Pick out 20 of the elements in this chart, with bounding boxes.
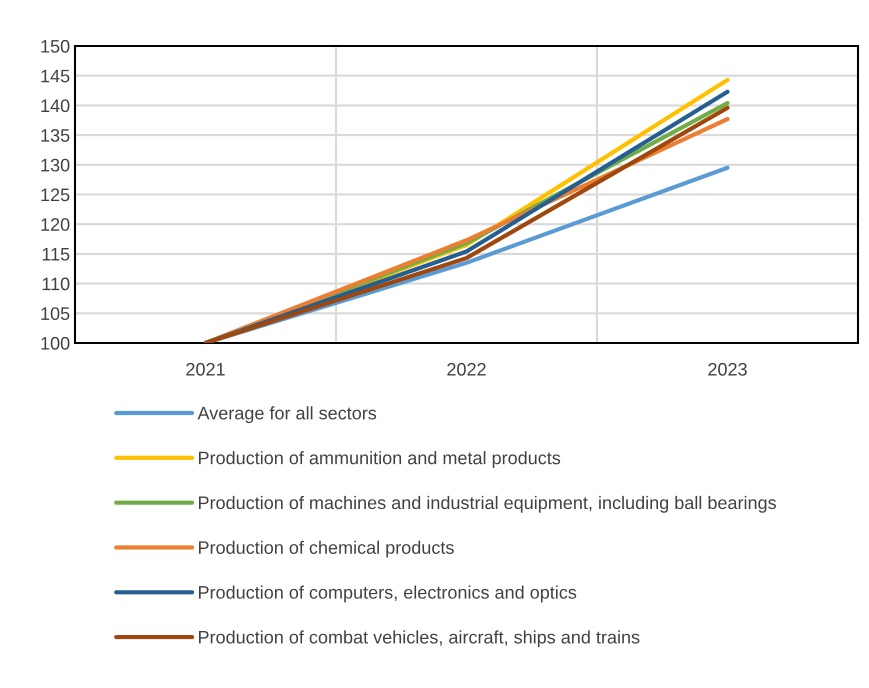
y-tick-label: 145	[41, 70, 70, 82]
y-tick-label: 100	[41, 336, 70, 350]
y-tick-label: 120	[41, 218, 70, 231]
x-tick-label: 2021	[186, 362, 225, 376]
y-tick-label: 135	[41, 129, 70, 142]
y-tick-label: 125	[41, 188, 70, 202]
x-tick-label: 2023	[708, 362, 747, 376]
y-tick-label: 115	[42, 248, 70, 261]
legend-label: Average for all sectors	[198, 406, 376, 424]
y-tick-label: 140	[41, 99, 70, 112]
y-tick-label: 105	[41, 307, 70, 320]
legend-label: Production of ammunition and metal products	[198, 451, 560, 468]
legend-label: Production of chemical products	[198, 540, 454, 558]
y-tick-label: 150	[41, 40, 70, 53]
x-tick-label: 2022	[447, 362, 486, 376]
y-tick-label: 130	[41, 158, 70, 172]
y-tick-label: 110	[42, 278, 70, 290]
legend-label: Production of combat vehicles, aircraft, ships and trains	[198, 630, 640, 648]
legend-label: Production of computers, electronics and optics	[198, 586, 576, 602]
legend-label: Production of machines and industrial equipment, including ball bearings	[198, 496, 776, 513]
